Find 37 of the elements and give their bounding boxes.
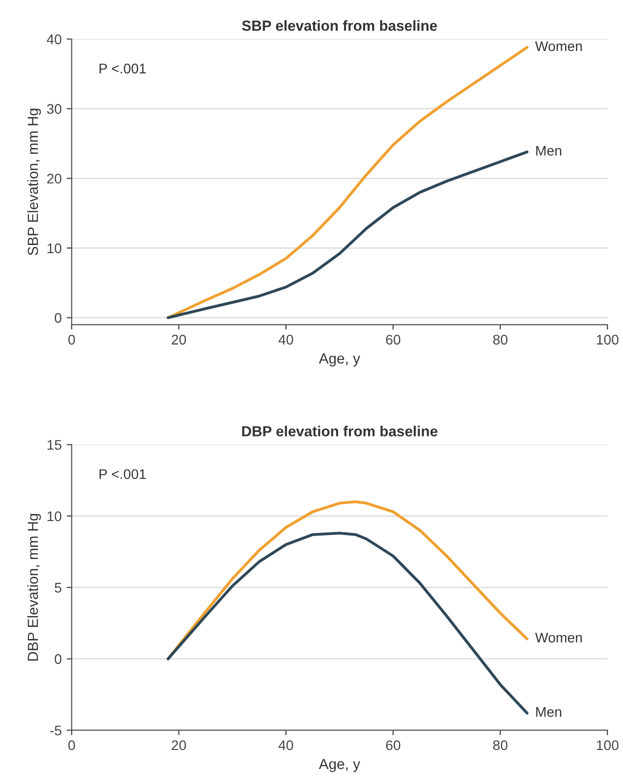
y-tick-label: 15: [48, 440, 62, 450]
series-label: Men: [536, 146, 562, 156]
line-series: [166, 532, 528, 714]
x-tick-label: 80: [493, 740, 508, 750]
y-tick-label: 0: [54, 654, 62, 664]
x-axis-title: Age, y: [318, 353, 360, 366]
x-tick-label: 40: [278, 740, 294, 750]
y-axis-title: SBP Elevation, mm Hg: [27, 108, 41, 256]
annotation: P <.001: [100, 64, 146, 74]
x-tick-label: 20: [172, 334, 186, 345]
x-tick-label: 100: [596, 334, 618, 345]
y-tick-label: -5: [50, 726, 62, 736]
y-tick-label: 20: [47, 174, 62, 184]
chart-title: SBP elevation from baseline: [242, 20, 437, 31]
x-tick-label: 80: [493, 334, 508, 345]
x-tick-label: 0: [68, 740, 75, 750]
x-tick-label: 20: [172, 740, 186, 750]
series-label: Men: [536, 707, 562, 717]
x-tick-label: 40: [278, 334, 294, 345]
x-tick-label: 0: [68, 334, 75, 345]
line-series: [166, 46, 528, 320]
line-series: [166, 150, 528, 320]
chart-title: DBP elevation from baseline: [242, 426, 438, 436]
y-axis-title: DBP Elevation, mm Hg: [27, 514, 41, 661]
y-tick-label: 10: [48, 243, 62, 254]
y-tick-label: 10: [48, 511, 62, 522]
x-axis-title: Age, y: [318, 758, 360, 772]
x-tick-label: 60: [386, 740, 400, 750]
series-label: Women: [535, 41, 582, 52]
x-tick-label: 60: [386, 334, 400, 345]
x-tick-label: 100: [596, 740, 618, 750]
y-tick-label: 5: [54, 582, 62, 593]
series-label: Women: [535, 632, 582, 643]
y-tick-label: 40: [46, 34, 62, 44]
annotation: P <.001: [100, 469, 146, 480]
y-tick-label: 0: [54, 313, 62, 323]
y-tick-label: 30: [47, 104, 62, 114]
